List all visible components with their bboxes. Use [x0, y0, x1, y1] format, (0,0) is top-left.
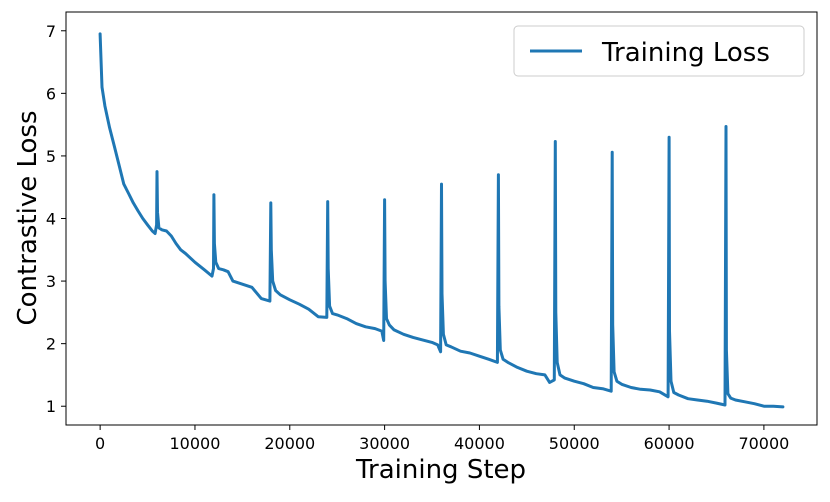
y-tick-label: 4 [46, 210, 56, 229]
legend-box [513, 25, 805, 77]
legend: Training Loss [513, 25, 805, 77]
x-axis-ticks: 0 10000 20000 30000 40000 50000 60000 70000 [95, 425, 789, 453]
x-tick-label: 20000 [264, 434, 315, 453]
x-tick-label: 0 [95, 434, 105, 453]
y-tick-label: 3 [46, 272, 56, 291]
legend-label-training-loss: Training Loss [601, 38, 770, 68]
y-axis-ticks: 1 2 3 4 5 6 7 [46, 22, 66, 416]
y-tick-label: 1 [46, 397, 56, 416]
x-tick-label: 60000 [644, 434, 695, 453]
y-tick-label: 5 [46, 147, 56, 166]
x-tick-label: 30000 [359, 434, 410, 453]
series-layer [98, 32, 785, 409]
y-axis-label: Contrastive Loss [13, 111, 43, 326]
x-tick-label: 70000 [738, 434, 789, 453]
x-tick-label: 10000 [170, 434, 221, 453]
x-axis-label: Training Step [355, 455, 526, 485]
y-tick-label: 7 [46, 22, 56, 41]
x-tick-label: 50000 [549, 434, 600, 453]
series-line-training-loss [98, 32, 785, 409]
y-tick-label: 6 [46, 84, 56, 103]
x-tick-label: 40000 [454, 434, 505, 453]
y-tick-label: 2 [46, 335, 56, 354]
